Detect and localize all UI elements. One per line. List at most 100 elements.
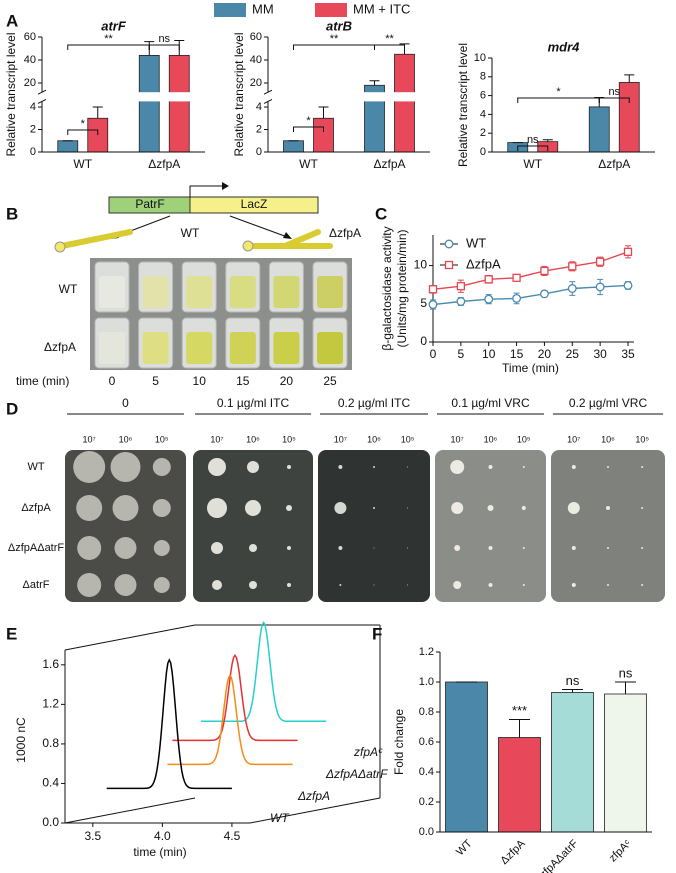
data-point — [623, 280, 633, 290]
panel-label: B — [6, 204, 18, 223]
colony — [77, 536, 102, 560]
legend-label: ΔzfpA — [466, 256, 501, 271]
y-tick-label: 60 — [24, 31, 36, 43]
x-tick-label: 35 — [621, 347, 635, 361]
colony — [247, 461, 259, 473]
colony — [334, 502, 347, 514]
error-bar — [369, 80, 380, 86]
error-bar — [542, 139, 553, 142]
series-label: zfpAᶜ — [353, 745, 383, 759]
colony — [453, 581, 462, 589]
arrow — [229, 215, 291, 239]
colony — [287, 465, 291, 469]
dilution-label: 10⁵ — [401, 434, 415, 444]
data-point — [540, 266, 549, 276]
significance-bracket — [517, 97, 600, 103]
x-tick-label: zfpAᶜ — [607, 838, 634, 865]
tube-liquid — [273, 332, 300, 364]
colony — [373, 584, 375, 586]
data-point — [567, 284, 577, 293]
tube-liquid — [142, 276, 169, 308]
colony — [607, 547, 609, 549]
tube-liquid — [273, 276, 300, 308]
error-bar — [562, 689, 583, 693]
y-tick-label: 0.4 — [42, 776, 59, 790]
legend-swatch — [214, 3, 246, 17]
bar — [604, 693, 647, 833]
significance-bracket — [67, 129, 99, 135]
x-tick-label: 30 — [593, 347, 607, 361]
y-tick-label: 2 — [480, 127, 486, 139]
tube-liquid — [99, 332, 125, 364]
break-mark — [37, 89, 47, 95]
colony — [373, 547, 375, 549]
frame — [64, 624, 196, 651]
dilution-label: 10⁷ — [334, 434, 347, 444]
colony — [641, 584, 644, 586]
dilution-label: 10⁷ — [83, 434, 96, 444]
colony — [112, 495, 139, 521]
tube-photo — [90, 258, 352, 370]
tube-liquid — [229, 276, 256, 308]
x-tick-label: ΔzfpA — [148, 157, 180, 171]
data-point — [595, 257, 605, 266]
colony — [571, 583, 576, 587]
data-point — [512, 273, 521, 282]
panel-label: A — [6, 11, 18, 30]
y-tick-label: 1.6 — [42, 657, 59, 671]
x-tick-label: ΔzfpAΔatrF — [532, 837, 580, 873]
data-point — [512, 293, 522, 303]
dilution-label: 10⁶ — [246, 434, 260, 444]
dilution-label: 10⁶ — [367, 434, 381, 444]
bar — [283, 140, 304, 153]
y-tick-label: 1.0 — [419, 676, 434, 688]
colony — [454, 545, 461, 551]
colony — [450, 460, 465, 474]
data-point — [484, 294, 494, 304]
row-label: ΔzfpA — [21, 502, 51, 514]
colony — [212, 580, 222, 590]
row-label: ΔzfpA — [44, 340, 76, 354]
colony — [607, 584, 609, 586]
y-tick-label: 0.2 — [419, 796, 434, 808]
bar — [498, 737, 541, 833]
bar — [313, 117, 334, 153]
y-axis-label: Relative transcript level — [4, 32, 18, 156]
dilution-label: 10⁵ — [635, 434, 649, 444]
column-header: 0.2 µg/ml VRC — [569, 396, 648, 410]
promoter-label: PatrF — [135, 197, 164, 211]
arrow-head — [222, 182, 229, 190]
x-tick-label: 3.5 — [84, 829, 101, 843]
time-axis-label: time (min) — [16, 374, 69, 388]
y-tick-label: 0.8 — [42, 736, 59, 750]
error-bar — [509, 719, 530, 738]
time-label: 5 — [152, 374, 159, 388]
tss-arrow — [189, 185, 222, 197]
x-tick-label: ΔzfpA — [598, 157, 630, 171]
bar — [87, 117, 109, 153]
bar — [138, 55, 160, 153]
dilution-label: 10⁷ — [451, 434, 464, 444]
colony — [521, 506, 526, 510]
data-point — [484, 275, 493, 284]
y-axis-label: 1000 nC — [14, 717, 28, 763]
colony — [287, 583, 291, 587]
time-label: 20 — [280, 374, 294, 388]
colony — [641, 507, 644, 509]
trace — [201, 621, 327, 723]
y-tick-label: 2 — [256, 123, 262, 135]
significance-label: ** — [104, 33, 113, 45]
tube-liquid — [99, 276, 125, 308]
data-point — [456, 297, 466, 306]
x-tick-label: 4.0 — [154, 829, 171, 843]
axis-break — [36, 92, 207, 102]
significance-label: ** — [330, 33, 339, 45]
colony — [73, 451, 106, 483]
row-label: WT — [27, 461, 44, 473]
dilution-label: 10⁶ — [601, 434, 615, 444]
y-tick-label: 40 — [250, 54, 262, 66]
y-tick-label: 10 — [414, 258, 428, 272]
colony — [488, 465, 493, 469]
colony — [110, 452, 141, 482]
line — [432, 284, 629, 306]
